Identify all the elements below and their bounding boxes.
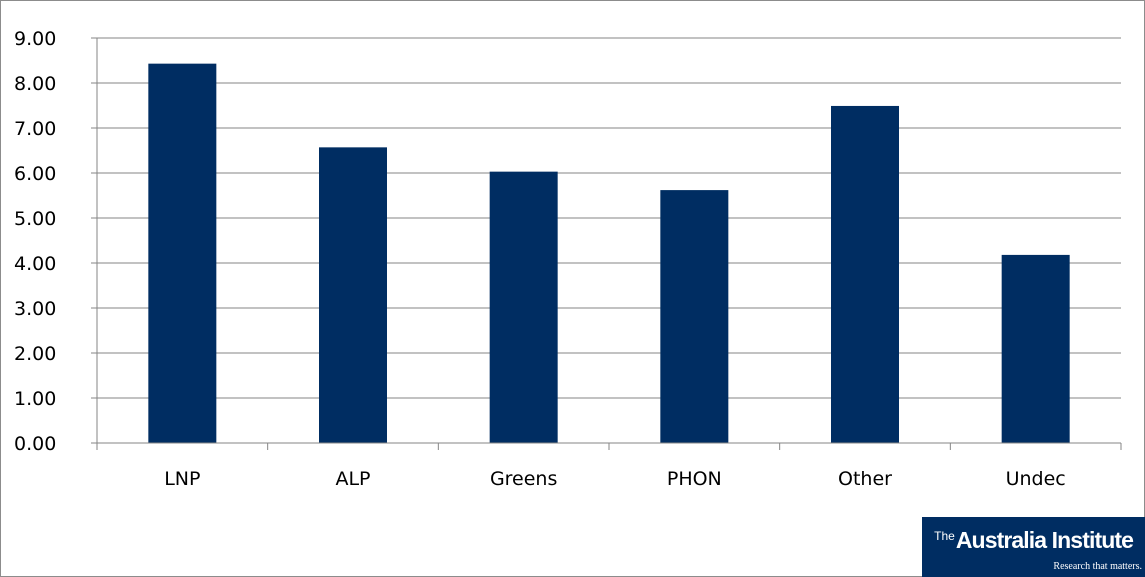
y-tick-labels: 0.00 1.00 2.00 3.00 4.00 5.00 6.00 7.00 8.00 9.00 bbox=[14, 28, 56, 455]
bar-alp bbox=[319, 147, 387, 443]
axes bbox=[91, 37, 1122, 450]
australia-institute-logo: TheAustralia Institute Research that mat… bbox=[922, 517, 1145, 577]
logo-name: Australia Institute bbox=[955, 527, 1134, 553]
y-tick-label: 2.00 bbox=[14, 343, 56, 365]
bar-undec bbox=[1001, 254, 1070, 443]
bar-greens bbox=[489, 171, 558, 443]
bar-lnp bbox=[148, 63, 217, 444]
bar-phon bbox=[660, 190, 729, 443]
x-tick-label: LNP bbox=[164, 468, 200, 490]
y-tick-label: 5.00 bbox=[14, 208, 56, 230]
x-tick-label: Undec bbox=[1006, 468, 1066, 490]
gridlines bbox=[97, 37, 1121, 399]
y-tick-label: 0.00 bbox=[14, 433, 56, 455]
y-tick-label: 1.00 bbox=[14, 388, 56, 410]
x-tick-label: PHON bbox=[667, 468, 722, 490]
x-tick-label: Other bbox=[838, 468, 892, 490]
logo-prefix: The bbox=[934, 529, 955, 543]
x-tick-label: ALP bbox=[335, 468, 370, 490]
y-tick-label: 4.00 bbox=[14, 253, 56, 275]
logo-wordmark: TheAustralia Institute bbox=[934, 527, 1134, 554]
bar-other bbox=[831, 105, 899, 443]
y-tick-label: 9.00 bbox=[14, 28, 56, 50]
logo-tagline: Research that matters. bbox=[1053, 561, 1142, 572]
y-tick-label: 3.00 bbox=[14, 298, 56, 320]
bars-group bbox=[148, 63, 1070, 444]
x-tick-label: Greens bbox=[490, 468, 557, 490]
y-tick-label: 8.00 bbox=[14, 73, 56, 95]
x-tick-labels: LNP ALP Greens PHON Other Undec bbox=[164, 468, 1066, 490]
y-tick-label: 6.00 bbox=[14, 163, 56, 185]
y-tick-label: 7.00 bbox=[14, 118, 56, 140]
